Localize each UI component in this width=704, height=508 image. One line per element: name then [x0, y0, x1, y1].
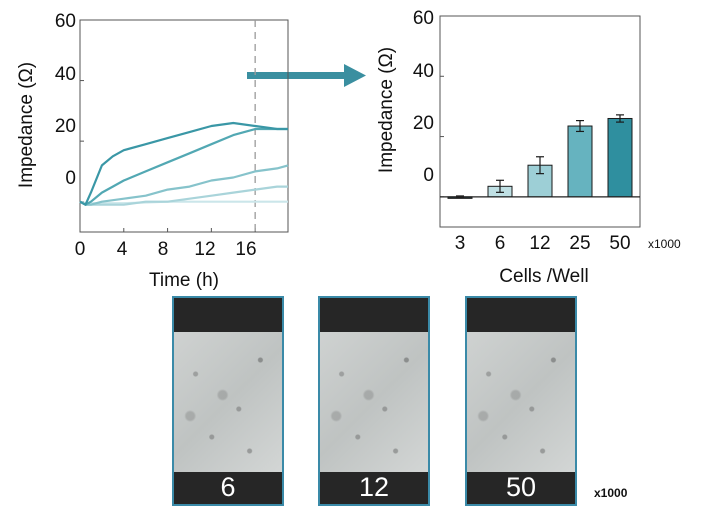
- line-series: [79, 121, 288, 206]
- cell-image: [174, 332, 282, 472]
- bar-y-tick-label: 20: [413, 113, 434, 134]
- micrograph-label: 6: [220, 472, 236, 502]
- cell-image: [320, 332, 428, 472]
- line-series: [79, 127, 288, 206]
- line-y-tick-label: 0: [65, 168, 76, 189]
- bar-plot-frame: [439, 15, 641, 228]
- bar-category-label: 25: [569, 233, 590, 254]
- bar: [607, 117, 633, 198]
- electrode-band: [467, 298, 575, 332]
- bar-category-label: 12: [529, 233, 550, 254]
- line-series: [79, 164, 289, 206]
- bar-category-label: 50: [609, 233, 630, 254]
- bar-y-axis-label: Impedance (Ω): [376, 47, 397, 173]
- arrow-icon: [247, 64, 366, 87]
- line-series: [79, 200, 288, 205]
- micrograph-unit-note: x1000: [594, 486, 628, 500]
- line-x-tick-label: 16: [235, 239, 256, 260]
- line-x-tick-label: 4: [117, 239, 128, 260]
- line-y-tick-label: 60: [55, 11, 76, 32]
- electrode-band: [467, 472, 575, 504]
- line-x-tick-label: 0: [75, 239, 86, 260]
- electrode-band: [320, 298, 428, 332]
- bar-y-tick-label: 60: [413, 8, 434, 29]
- bar-x-axis-label: Cells /Well: [499, 266, 588, 287]
- bar: [567, 125, 593, 198]
- bar-unit-note: x1000: [648, 237, 681, 251]
- electrode-band: [320, 472, 428, 504]
- micrograph-panel: 12: [318, 296, 430, 506]
- electrode-band: [174, 298, 282, 332]
- micrograph-label: 50: [505, 472, 537, 502]
- micrograph-label: 12: [358, 472, 390, 502]
- bar-y-tick-label: 0: [423, 165, 434, 186]
- line-y-axis-label: Impedance (Ω): [16, 62, 37, 188]
- line-x-axis-label: Time (h): [149, 270, 219, 291]
- line-plot-frame: [79, 19, 289, 233]
- bar-y-tick-label: 40: [413, 61, 434, 82]
- micrograph-panel: 50: [465, 296, 577, 506]
- bar-category-label: 6: [495, 233, 506, 254]
- cell-image: [467, 332, 575, 472]
- line-y-tick-label: 40: [55, 64, 76, 85]
- micrograph-panel: 6: [172, 296, 284, 506]
- line-y-tick-label: 20: [55, 116, 76, 137]
- line-x-tick-label: 8: [158, 239, 169, 260]
- bar-category-label: 3: [455, 233, 466, 254]
- line-x-tick-label: 12: [194, 239, 215, 260]
- electrode-band: [174, 472, 282, 504]
